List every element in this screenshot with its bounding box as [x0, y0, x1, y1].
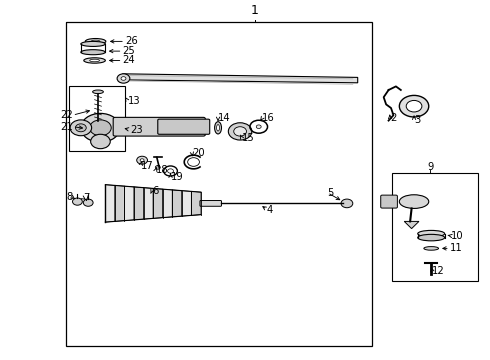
Circle shape	[341, 199, 353, 208]
Polygon shape	[172, 190, 182, 217]
Circle shape	[83, 199, 93, 206]
Text: 22: 22	[60, 110, 73, 120]
Circle shape	[91, 134, 110, 149]
Ellipse shape	[84, 58, 105, 63]
Text: 19: 19	[171, 172, 183, 182]
Text: 18: 18	[156, 165, 169, 175]
Text: 11: 11	[450, 243, 463, 253]
Circle shape	[155, 166, 160, 169]
Circle shape	[117, 74, 130, 83]
Text: 14: 14	[218, 113, 231, 123]
Text: 21: 21	[60, 122, 73, 132]
Text: 16: 16	[262, 113, 275, 123]
Text: 17: 17	[141, 161, 153, 171]
Polygon shape	[153, 188, 163, 219]
Circle shape	[70, 120, 92, 136]
Polygon shape	[144, 188, 153, 219]
Circle shape	[73, 198, 82, 205]
Ellipse shape	[93, 90, 103, 94]
Text: 26: 26	[125, 36, 138, 46]
Circle shape	[399, 95, 429, 117]
Ellipse shape	[93, 114, 103, 117]
Bar	[69, 86, 125, 151]
Ellipse shape	[256, 125, 261, 129]
Text: 3: 3	[414, 114, 420, 125]
Circle shape	[406, 100, 422, 112]
Circle shape	[140, 159, 144, 162]
Text: 10: 10	[451, 231, 464, 241]
Text: 23: 23	[130, 125, 143, 135]
Text: 5: 5	[327, 188, 334, 198]
Ellipse shape	[81, 41, 105, 46]
Polygon shape	[115, 185, 124, 221]
FancyBboxPatch shape	[200, 201, 221, 206]
Ellipse shape	[399, 195, 429, 208]
Circle shape	[137, 156, 147, 164]
Ellipse shape	[85, 39, 106, 44]
Ellipse shape	[424, 247, 439, 250]
Circle shape	[228, 123, 252, 140]
Text: 12: 12	[432, 266, 445, 276]
Ellipse shape	[217, 125, 220, 131]
Ellipse shape	[417, 230, 445, 237]
Circle shape	[121, 77, 126, 80]
Polygon shape	[163, 189, 172, 218]
Ellipse shape	[90, 59, 99, 62]
Polygon shape	[182, 191, 191, 216]
Ellipse shape	[91, 40, 100, 43]
Polygon shape	[404, 221, 419, 229]
Ellipse shape	[215, 122, 221, 134]
FancyBboxPatch shape	[113, 117, 205, 136]
Polygon shape	[191, 192, 201, 215]
Ellipse shape	[81, 50, 105, 55]
Circle shape	[90, 120, 111, 136]
Circle shape	[81, 113, 120, 142]
FancyBboxPatch shape	[158, 119, 210, 134]
Text: 9: 9	[427, 162, 434, 172]
Polygon shape	[122, 74, 358, 83]
Text: 6: 6	[152, 186, 158, 196]
Text: 8: 8	[66, 192, 73, 202]
Text: 25: 25	[122, 46, 135, 56]
Circle shape	[234, 127, 246, 136]
Polygon shape	[134, 187, 144, 220]
Text: 7: 7	[83, 193, 90, 203]
Text: 13: 13	[127, 96, 140, 106]
Text: 20: 20	[192, 148, 205, 158]
Text: 1: 1	[251, 4, 259, 17]
Polygon shape	[124, 186, 134, 221]
Text: 2: 2	[390, 113, 396, 123]
Text: 24: 24	[122, 55, 135, 66]
Bar	[392, 173, 478, 281]
Text: 15: 15	[242, 132, 254, 143]
Bar	[66, 22, 372, 346]
Ellipse shape	[417, 234, 445, 241]
Text: 4: 4	[267, 204, 273, 215]
Circle shape	[75, 124, 86, 132]
FancyBboxPatch shape	[381, 195, 397, 208]
Polygon shape	[105, 185, 115, 222]
Circle shape	[168, 169, 173, 173]
